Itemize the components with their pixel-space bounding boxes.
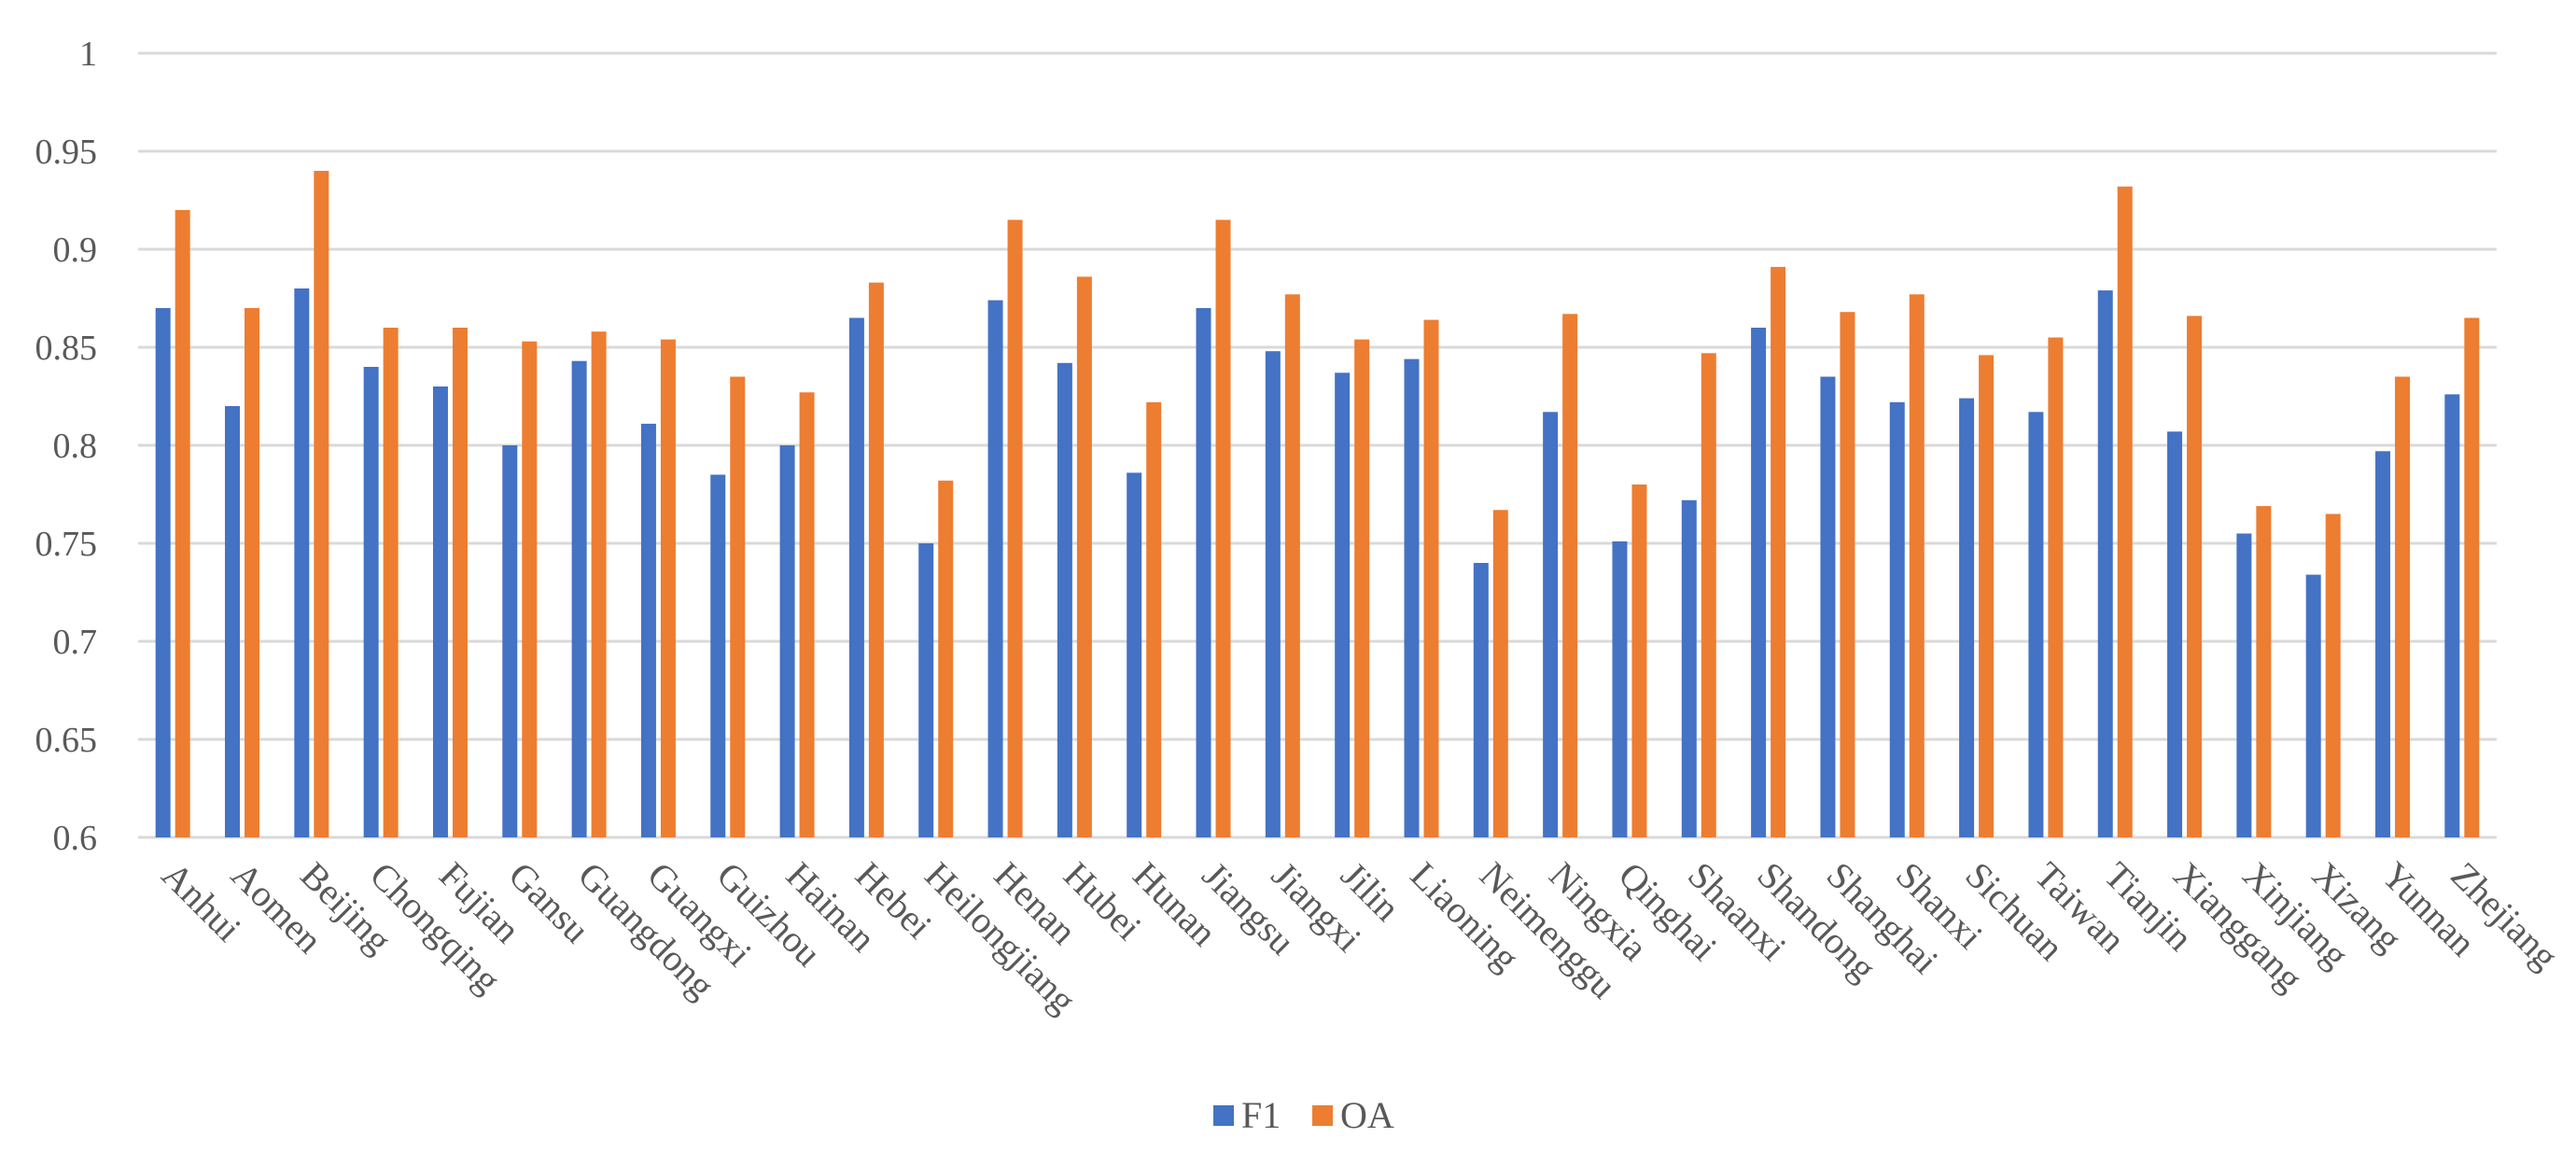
bar-f1-beijing xyxy=(294,288,310,837)
bar-oa-shanghai xyxy=(1840,312,1855,837)
bar-f1-tianjin xyxy=(2097,290,2113,838)
bar-f1-hubei xyxy=(1057,362,1072,837)
bar-oa-chongqing xyxy=(383,328,399,837)
bar-f1-jilin xyxy=(1335,372,1351,837)
bar-f1-guangxi xyxy=(640,423,656,837)
bar-oa-guangdong xyxy=(591,331,607,837)
bar-f1-ningxia xyxy=(1543,412,1559,837)
legend-swatch-oa xyxy=(1312,1105,1333,1126)
bar-oa-jiangxi xyxy=(1284,294,1300,837)
bar-f1-hunan xyxy=(1127,472,1142,837)
bar-oa-beijing xyxy=(314,171,329,837)
bar-oa-hebei xyxy=(868,282,884,837)
bar-oa-xinjiang xyxy=(2256,506,2272,837)
legend-label-oa: OA xyxy=(1340,1094,1394,1136)
bar-f1-anhui xyxy=(155,308,171,837)
bar-f1-shaanxi xyxy=(1681,499,1697,837)
y-tick-label: 0.75 xyxy=(35,525,98,564)
bar-f1-heilongjiang xyxy=(918,543,934,837)
bar-oa-yunnan xyxy=(2395,376,2411,837)
bar-oa-tianjin xyxy=(2117,186,2133,838)
bar-oa-zhejiang xyxy=(2464,317,2480,837)
bar-f1-jiangxi xyxy=(1265,351,1281,837)
bar-oa-anhui xyxy=(175,210,190,837)
bar-oa-guizhou xyxy=(730,376,746,837)
bar-f1-fujian xyxy=(432,386,448,837)
bar-oa-ningxia xyxy=(1562,314,1578,837)
bar-oa-hainan xyxy=(799,392,815,837)
bar-f1-xizang xyxy=(2305,574,2321,837)
bar-f1-neimenggu xyxy=(1473,563,1489,837)
y-tick-label: 0.9 xyxy=(53,231,98,270)
bar-f1-xinjiang xyxy=(2236,533,2252,837)
bar-f1-yunnan xyxy=(2375,451,2391,837)
bar-f1-shandong xyxy=(1751,328,1767,837)
bar-f1-taiwan xyxy=(2028,412,2044,837)
bar-oa-jiangsu xyxy=(1215,219,1231,837)
y-tick-label: 1 xyxy=(79,35,97,74)
y-tick-label: 0.6 xyxy=(53,819,98,858)
x-category-label: Gansu xyxy=(500,854,597,951)
bar-f1-sichuan xyxy=(1959,398,1975,837)
bar-oa-sichuan xyxy=(1979,355,1995,837)
x-category-label: Anhui xyxy=(154,854,250,950)
legend-label-f1: F1 xyxy=(1241,1094,1281,1136)
bar-oa-liaoning xyxy=(1423,319,1439,838)
bar-oa-hunan xyxy=(1146,401,1162,837)
bar-f1-aomen xyxy=(224,406,240,837)
bar-oa-taiwan xyxy=(2048,337,2064,837)
bar-f1-guizhou xyxy=(710,474,726,837)
bar-oa-shandong xyxy=(1771,266,1786,837)
bar-oa-xianggang xyxy=(2187,316,2203,837)
x-axis-labels: AnhuiAomenBeijingChongqingFujianGansuGua… xyxy=(154,854,2567,1022)
bar-oa-shanxi xyxy=(1909,294,1925,837)
bar-oa-heilongjiang xyxy=(938,480,954,837)
y-axis-ticks: 0.6 0.65 0.7 0.75 0.8 0.85 0.9 0.95 1 xyxy=(35,35,98,858)
legend: F1 OA xyxy=(1213,1094,1394,1136)
bar-f1-liaoning xyxy=(1404,358,1420,838)
bar-oa-shaanxi xyxy=(1701,353,1716,837)
bar-oa-qinghai xyxy=(1631,485,1647,837)
bar-oa-aomen xyxy=(244,308,259,837)
bar-oa-jilin xyxy=(1354,339,1370,838)
y-tick-label: 0.95 xyxy=(35,133,98,172)
bar-oa-fujian xyxy=(452,328,468,837)
bar-f1-qinghai xyxy=(1612,541,1628,837)
bar-f1-henan xyxy=(987,300,1003,838)
bar-f1-hainan xyxy=(779,445,795,837)
bar-f1-gansu xyxy=(502,445,518,837)
legend-swatch-f1 xyxy=(1213,1105,1234,1126)
bar-oa-neimenggu xyxy=(1492,510,1508,837)
bar-f1-zhejiang xyxy=(2444,394,2460,837)
y-tick-label: 0.85 xyxy=(35,329,98,368)
bars xyxy=(155,171,2480,838)
bar-oa-gansu xyxy=(522,341,538,837)
bar-f1-chongqing xyxy=(363,367,379,837)
bar-oa-hubei xyxy=(1076,276,1092,837)
bar-oa-xizang xyxy=(2325,513,2341,837)
bar-f1-shanghai xyxy=(1820,376,1836,837)
y-tick-label: 0.7 xyxy=(53,623,98,662)
gridlines xyxy=(138,51,2497,839)
bar-f1-jiangsu xyxy=(1196,308,1211,837)
y-tick-label: 0.8 xyxy=(53,427,98,466)
bar-f1-shanxi xyxy=(1889,401,1905,837)
bar-f1-xianggang xyxy=(2167,431,2183,837)
bar-f1-guangdong xyxy=(571,360,587,837)
bar-oa-henan xyxy=(1007,219,1023,837)
bar-f1-hebei xyxy=(848,317,864,837)
bar-oa-guangxi xyxy=(660,339,676,838)
y-tick-label: 0.65 xyxy=(35,721,98,760)
